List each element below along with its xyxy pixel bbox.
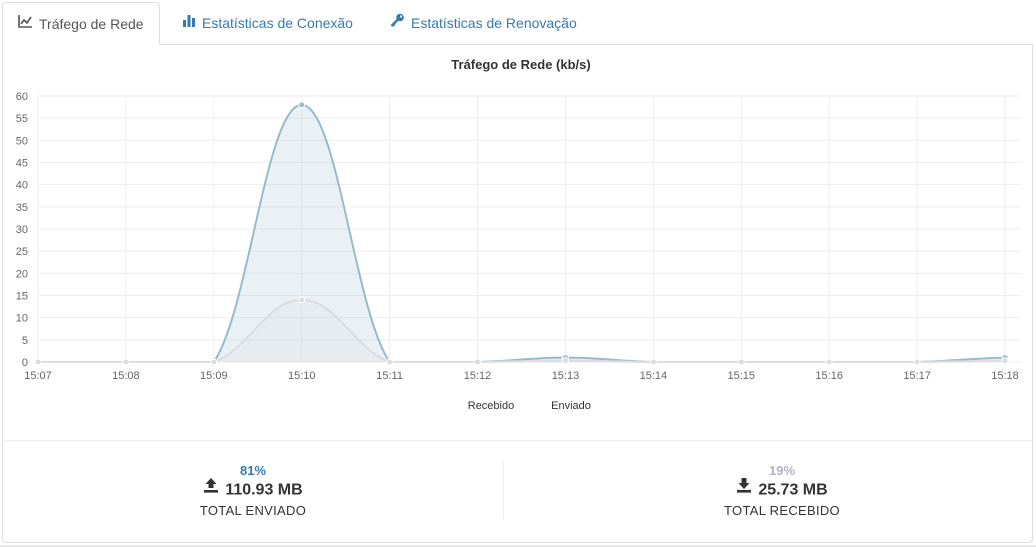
y-tick-label: 40: [16, 180, 28, 192]
x-tick-label: 15:13: [552, 370, 580, 382]
tab-panel: Tráfego de Rede (kb/s) 0 5 10 15 20 25 30 35 40 45…: [2, 44, 1033, 543]
y-tick-label: 35: [16, 202, 28, 214]
x-tick-label: 15:10: [288, 370, 316, 382]
data-point-recebido: [298, 296, 306, 304]
y-tick-label: 10: [16, 313, 28, 325]
x-tick-label: 15:12: [464, 370, 492, 382]
data-point-enviado: [298, 101, 306, 109]
y-tick-label: 20: [16, 268, 28, 280]
sent-caption: TOTAL ENVIADO: [199, 503, 307, 518]
tab-renewal-stats-label: Estatísticas de Renovação: [411, 15, 577, 31]
line-chart-icon: [18, 2, 33, 44]
y-tick-label: 60: [16, 91, 28, 103]
sent-amount: 110.93 MB: [225, 481, 303, 499]
sent-percent: 81%: [239, 463, 267, 478]
y-tick-label: 0: [22, 357, 28, 369]
tab-renewal-stats[interactable]: Estatísticas de Renovação: [390, 2, 577, 44]
stats-divider: [503, 461, 504, 519]
y-tick-label: 5: [22, 335, 28, 347]
data-point-recebido: [474, 358, 482, 366]
total-received: 19% 25.73 MB TOTAL RECEBIDO: [532, 463, 1032, 523]
legend-item-recebido: Recebido: [468, 400, 514, 412]
tab-connection-stats-label: Estatísticas de Conexão: [202, 15, 353, 31]
tab-connection-stats[interactable]: Estatísticas de Conexão: [182, 2, 353, 44]
y-tick-label: 25: [16, 246, 28, 258]
series-line-enviado: [38, 103, 1006, 364]
x-tick-label: 15:14: [640, 370, 668, 382]
series-line-recebido: [38, 298, 1006, 364]
data-point-recebido: [386, 358, 394, 366]
totals-section: 81% 110.93 MB TOTAL ENVIADO 19%: [3, 440, 1032, 543]
download-icon: [736, 477, 752, 500]
x-tick-label: 15:18: [991, 370, 1019, 382]
data-point-recebido: [825, 358, 833, 366]
data-point-recebido: [561, 357, 569, 365]
received-percent: 19%: [768, 463, 796, 478]
data-point-recebido: [737, 358, 745, 366]
y-tick-label: 55: [16, 113, 28, 125]
legend-item-enviado: Enviado: [551, 400, 591, 412]
data-point-recebido: [649, 358, 657, 366]
data-point-recebido: [1001, 357, 1009, 365]
series-area-recebido: [38, 299, 1005, 362]
y-tick-label: 50: [16, 135, 28, 147]
x-tick-label: 15:08: [112, 370, 140, 382]
data-point-recebido: [122, 358, 130, 366]
y-tick-label: 30: [16, 224, 28, 236]
network-traffic-chart: Tráfego de Rede (kb/s) 0 5 10 15 20 25 30 35 40 45…: [16, 57, 1021, 412]
tab-network-traffic-label: Tráfego de Rede: [39, 16, 144, 32]
series-area-enviado: [38, 104, 1005, 362]
chart-title: Tráfego de Rede (kb/s): [451, 57, 590, 72]
data-point-recebido: [913, 358, 921, 366]
x-tick-label: 15:15: [728, 370, 756, 382]
x-tick-label: 15:07: [24, 370, 52, 382]
tab-network-traffic[interactable]: Tráfego de Rede: [2, 2, 160, 45]
x-tick-label: 15:17: [903, 370, 931, 382]
x-tick-label: 15:09: [200, 370, 228, 382]
x-tick-label: 15:11: [376, 370, 403, 382]
tab-bar: Tráfego de Rede Estatísticas de Conexão …: [2, 2, 1033, 45]
received-caption: TOTAL RECEBIDO: [724, 503, 840, 518]
key-icon: [390, 1, 405, 43]
y-tick-label: 45: [16, 158, 28, 170]
upload-icon: [203, 477, 219, 500]
data-point-recebido: [34, 358, 42, 366]
data-point-recebido: [210, 358, 218, 366]
bottom-border: [0, 545, 1036, 547]
y-tick-label: 15: [16, 291, 28, 303]
x-tick-label: 15:16: [815, 370, 843, 382]
received-amount: 25.73 MB: [758, 481, 828, 499]
total-sent: 81% 110.93 MB TOTAL ENVIADO: [3, 463, 503, 523]
bar-chart-icon: [182, 1, 196, 43]
